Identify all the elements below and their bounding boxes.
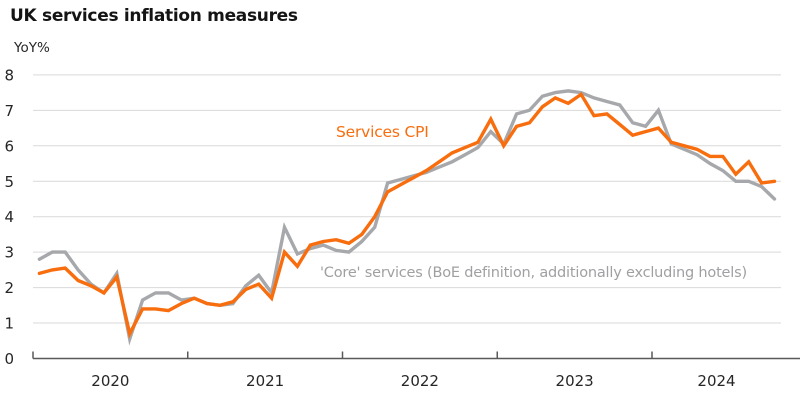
y-axis-tick-label: 7 bbox=[4, 102, 14, 120]
y-axis-tick-label: 3 bbox=[4, 244, 14, 262]
series-line-core-services bbox=[37, 89, 777, 346]
x-axis-year-label: 2022 bbox=[401, 372, 439, 390]
x-axis-year-label: 2023 bbox=[556, 372, 594, 390]
services-cpi-label: Services CPI bbox=[336, 123, 429, 141]
chart-title: UK services inflation measures bbox=[10, 6, 298, 26]
x-axis-year-label: 2020 bbox=[91, 372, 129, 390]
y-axis-tick-label: 8 bbox=[4, 66, 14, 84]
y-axis-tick-label: 2 bbox=[4, 279, 14, 297]
y-axis-unit-label: YoY% bbox=[14, 40, 50, 56]
y-axis-tick-label: 4 bbox=[4, 208, 14, 226]
y-axis-tick-label: 6 bbox=[4, 137, 14, 155]
series-line-services-cpi bbox=[37, 91, 777, 339]
y-axis-tick-label: 0 bbox=[4, 350, 14, 368]
y-axis-tick-label: 1 bbox=[4, 315, 14, 333]
x-axis-year-label: 2021 bbox=[246, 372, 284, 390]
x-axis-year-label: 2024 bbox=[697, 372, 735, 390]
core-services-label: 'Core' services (BoE definition, additio… bbox=[320, 265, 747, 281]
y-axis-tick-label: 5 bbox=[4, 173, 14, 191]
